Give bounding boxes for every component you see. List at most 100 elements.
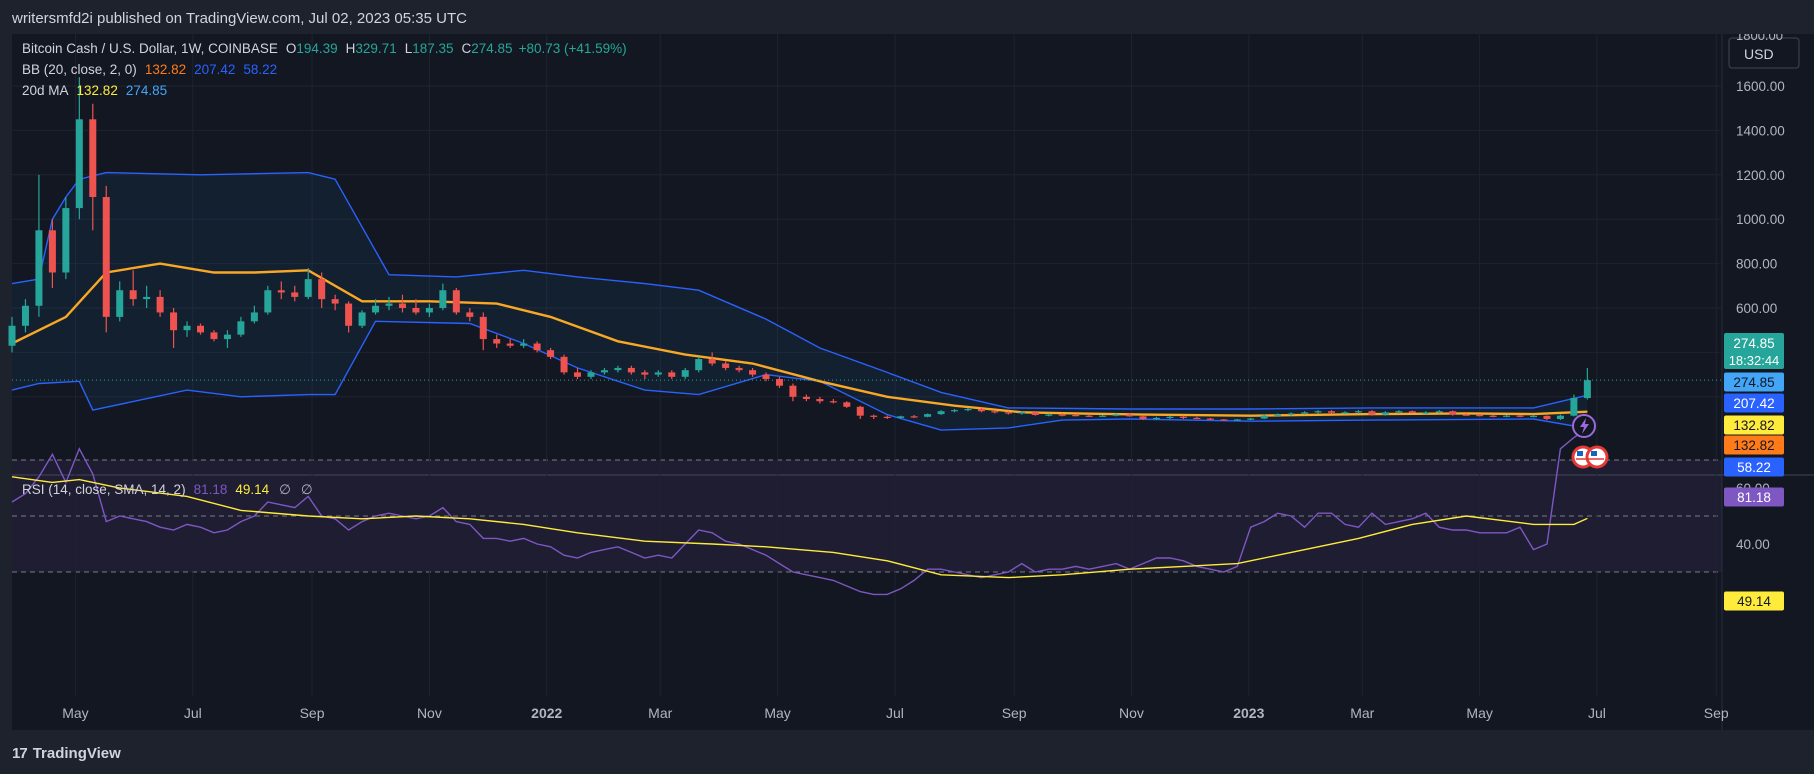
candle[interactable] bbox=[89, 103, 97, 231]
candle[interactable] bbox=[1179, 415, 1187, 419]
candle[interactable] bbox=[654, 370, 662, 377]
candle[interactable] bbox=[129, 270, 137, 306]
candle[interactable] bbox=[493, 334, 501, 348]
candle[interactable] bbox=[883, 415, 891, 419]
candle[interactable] bbox=[1516, 415, 1524, 418]
candle[interactable] bbox=[937, 410, 945, 416]
candle[interactable] bbox=[1152, 416, 1160, 421]
candle[interactable] bbox=[331, 294, 339, 311]
candle[interactable] bbox=[924, 413, 932, 418]
candle[interactable] bbox=[1368, 410, 1376, 416]
candle[interactable] bbox=[1166, 415, 1174, 419]
candle[interactable] bbox=[829, 399, 837, 404]
candle[interactable] bbox=[1543, 415, 1551, 421]
candle[interactable] bbox=[1314, 410, 1322, 414]
candle[interactable] bbox=[1018, 411, 1026, 415]
price-pane[interactable] bbox=[12, 34, 1722, 474]
candle[interactable] bbox=[1126, 413, 1134, 417]
candle[interactable] bbox=[910, 415, 918, 418]
candle[interactable] bbox=[223, 330, 231, 348]
rsi-pane[interactable] bbox=[12, 476, 1722, 696]
currency-button[interactable]: USD bbox=[1728, 37, 1800, 69]
candle[interactable] bbox=[547, 347, 555, 360]
candle[interactable] bbox=[143, 285, 151, 308]
candle[interactable] bbox=[466, 308, 474, 322]
candle[interactable] bbox=[1354, 410, 1362, 414]
candle[interactable] bbox=[398, 294, 406, 313]
candle[interactable] bbox=[1529, 415, 1537, 418]
candle[interactable] bbox=[695, 356, 703, 373]
candle[interactable] bbox=[264, 285, 272, 315]
candle[interactable] bbox=[1422, 411, 1430, 415]
candle[interactable] bbox=[372, 299, 380, 315]
candle[interactable] bbox=[1503, 415, 1511, 418]
candle[interactable] bbox=[897, 415, 905, 419]
candle[interactable] bbox=[1570, 394, 1578, 417]
candle[interactable] bbox=[843, 401, 851, 408]
candle[interactable] bbox=[1381, 411, 1389, 416]
candle[interactable] bbox=[1206, 417, 1214, 421]
candle[interactable] bbox=[1462, 413, 1470, 416]
candle[interactable] bbox=[870, 414, 878, 419]
candle[interactable] bbox=[1341, 411, 1349, 415]
candle[interactable] bbox=[75, 77, 83, 220]
candle[interactable] bbox=[1476, 414, 1484, 417]
candle[interactable] bbox=[1004, 411, 1012, 415]
candle[interactable] bbox=[1449, 410, 1457, 416]
candle[interactable] bbox=[318, 272, 326, 308]
candle[interactable] bbox=[304, 268, 312, 300]
candle[interactable] bbox=[210, 330, 218, 342]
candle[interactable] bbox=[277, 281, 285, 300]
candle[interactable] bbox=[21, 299, 29, 333]
candle[interactable] bbox=[668, 370, 676, 380]
candle[interactable] bbox=[1489, 415, 1497, 418]
candle[interactable] bbox=[1395, 410, 1403, 414]
candle[interactable] bbox=[156, 290, 164, 317]
candle[interactable] bbox=[237, 316, 245, 337]
candle[interactable] bbox=[802, 394, 810, 402]
candle[interactable] bbox=[964, 407, 972, 412]
candle[interactable] bbox=[1193, 416, 1201, 420]
candle[interactable] bbox=[816, 396, 824, 404]
candle[interactable] bbox=[587, 370, 595, 380]
candle[interactable] bbox=[1287, 412, 1295, 416]
candle[interactable] bbox=[1233, 419, 1241, 421]
candle[interactable] bbox=[1139, 415, 1147, 421]
candle[interactable] bbox=[1260, 414, 1268, 419]
candle[interactable] bbox=[8, 316, 16, 353]
candle[interactable] bbox=[789, 383, 797, 402]
candle[interactable] bbox=[48, 219, 56, 289]
candle[interactable] bbox=[1301, 411, 1309, 415]
candle[interactable] bbox=[722, 361, 730, 371]
candle[interactable] bbox=[856, 405, 864, 419]
candle[interactable] bbox=[1556, 414, 1564, 421]
candle[interactable] bbox=[452, 288, 460, 315]
candle[interactable] bbox=[600, 367, 608, 375]
candle[interactable] bbox=[35, 174, 43, 317]
candle[interactable] bbox=[170, 308, 178, 348]
candle[interactable] bbox=[1408, 410, 1416, 414]
candle[interactable] bbox=[1031, 411, 1039, 416]
candle[interactable] bbox=[749, 367, 757, 377]
candle[interactable] bbox=[62, 197, 70, 280]
candle[interactable] bbox=[681, 367, 689, 380]
candle[interactable] bbox=[250, 305, 258, 324]
candle[interactable] bbox=[735, 365, 743, 373]
candle[interactable] bbox=[1583, 368, 1591, 400]
candle[interactable] bbox=[116, 281, 124, 322]
candle[interactable] bbox=[977, 407, 985, 413]
candle[interactable] bbox=[951, 409, 959, 413]
candle[interactable] bbox=[1112, 413, 1120, 417]
lightning-icon[interactable] bbox=[1572, 414, 1596, 438]
candle[interactable] bbox=[614, 365, 622, 373]
chart-area[interactable]: May Jul Sep Nov 2022 Mar May Jul Sep Nov 2023 Mar Ma… bbox=[0, 28, 1814, 732]
candle[interactable] bbox=[1220, 419, 1228, 421]
candle[interactable] bbox=[574, 367, 582, 380]
candle[interactable] bbox=[479, 312, 487, 351]
candle[interactable] bbox=[533, 341, 541, 353]
candle[interactable] bbox=[560, 354, 568, 375]
candle[interactable] bbox=[506, 339, 514, 348]
candle[interactable] bbox=[345, 301, 353, 333]
candle[interactable] bbox=[1274, 413, 1282, 417]
candle[interactable] bbox=[762, 372, 770, 382]
